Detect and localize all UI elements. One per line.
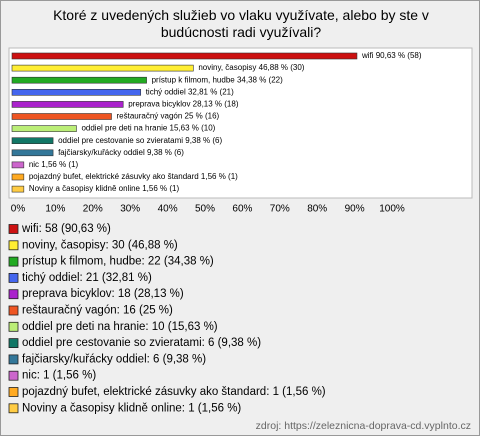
bar-label: oddiel pre cestovanie so zvieratami 9,38… [58,136,222,145]
x-tick-label: 20% [83,204,103,215]
bar-label: prístup k filmom, hudbe 34,38 % (22) [152,75,284,84]
chart-title: Ktoré z uvedených služieb vo vlaku využí… [53,7,429,40]
bar-label: tichý oddiel 32,81 % (21) [146,87,234,96]
bar [11,173,25,181]
legend-swatch [8,370,19,381]
bar-label: pojazdný bufet, elektrické zásuvky ako š… [29,172,238,181]
legend-swatch [8,289,19,300]
legend-label: pojazdný bufet, elektrické zásuvky ako š… [22,386,326,398]
plot-area [8,47,473,199]
legend-swatch [8,338,19,349]
bar-label: reštauračný vagón 25 % (16) [117,112,220,121]
legend-label: nic: 1 (1,56 %) [22,370,96,382]
legend-label: oddiel pre cestovanie so zvieratami: 6 (… [22,337,261,349]
bar-label: wifi 90,63 % (58) [361,51,422,60]
legend-label: Noviny a časopisy klidně online: 1 (1,56… [22,402,241,414]
x-tick-label: 40% [158,204,178,215]
x-tick-label: 10% [45,204,65,215]
legend-swatch [8,403,19,414]
x-tick-label: 50% [195,204,215,215]
bar [11,52,358,60]
bar-label: oddiel pre deti na hranie 15,63 % (10) [81,124,215,133]
bar-label: nic 1,56 % (1) [29,160,79,169]
x-tick-label: 0% [11,204,26,215]
legend-label: tichý oddiel: 21 (32,81 %) [22,272,152,284]
legend-label: preprava bicyklov: 18 (28,13 %) [22,288,184,300]
bar [11,185,25,193]
legend-label: fajčiarsky/kuřácky oddiel: 6 (9,38 %) [22,353,206,365]
legend-label: oddiel pre deti na hranie: 10 (15,63 %) [22,321,218,333]
bar-label: fajčiarsky/kuřácky oddiel 9,38 % (6) [58,148,184,157]
legend-swatch [8,354,19,365]
bar [11,113,112,120]
bar [11,161,25,169]
legend-swatch [8,224,19,234]
legend-swatch [8,240,19,251]
x-tick-label: 90% [345,204,365,215]
legend-swatch [8,387,19,397]
x-tick-label: 80% [307,204,327,215]
legend-swatch [8,272,19,283]
legend-label: noviny, časopisy: 30 (46,88 %) [22,239,178,251]
bar [11,101,124,108]
legend-swatch [8,321,19,332]
x-tick-label: 30% [120,204,140,215]
legend-label: wifi: 58 (90,63 %) [21,223,111,235]
legend-swatch [8,256,19,267]
legend-label: prístup k filmom, hudbe: 22 (34,38 %) [22,256,214,268]
bar [11,89,142,96]
bar-label: Noviny a časopisy klidně online 1,56 % (… [29,184,180,193]
bar [11,149,54,157]
source: zdroj: https://zeleznicna-doprava-cd.vyp… [256,420,471,432]
x-tick-label: 100% [379,204,405,215]
bar [11,125,77,132]
bar [11,76,147,84]
legend-swatch [8,305,19,316]
bar-label: preprava bicyklov 28,13 % (18) [128,100,239,109]
bar-label: noviny, časopisy 46,88 % (30) [198,63,304,72]
x-tick-label: 60% [232,204,252,215]
bar [11,137,54,144]
x-tick-label: 70% [270,204,290,215]
legend-label: reštauračný vagón: 16 (25 %) [22,305,173,317]
bar [11,64,194,72]
